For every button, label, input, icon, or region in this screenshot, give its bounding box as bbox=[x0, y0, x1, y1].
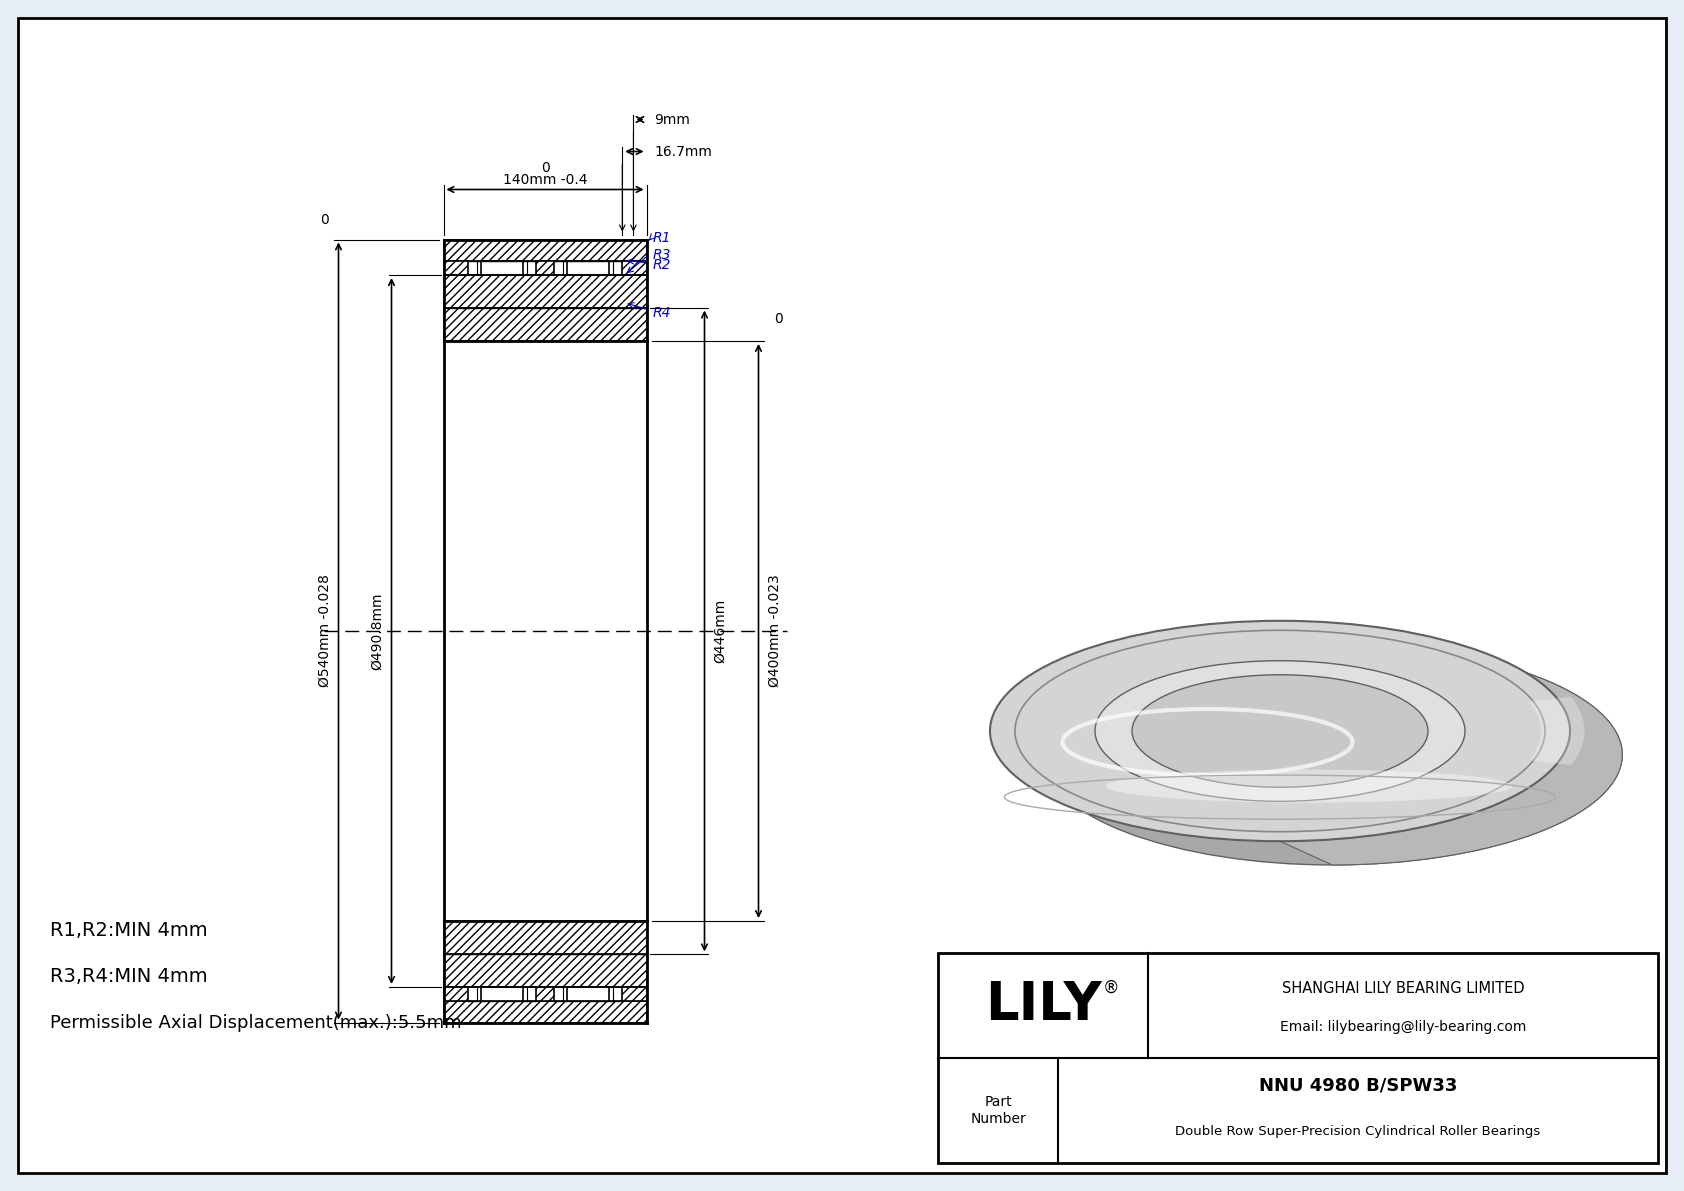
Ellipse shape bbox=[1132, 675, 1428, 787]
Polygon shape bbox=[1280, 661, 1517, 825]
Text: LILY: LILY bbox=[985, 979, 1101, 1031]
Text: R1,R2:MIN 4mm: R1,R2:MIN 4mm bbox=[51, 922, 207, 941]
Bar bbox=[938, 953, 1659, 1162]
Bar bbox=[482, 987, 522, 1000]
Text: Ø540mm -0.028: Ø540mm -0.028 bbox=[318, 574, 332, 687]
Polygon shape bbox=[536, 987, 554, 1002]
Text: ®: ® bbox=[1103, 979, 1120, 997]
Text: R1: R1 bbox=[652, 231, 670, 244]
Ellipse shape bbox=[1042, 644, 1622, 865]
Text: 0: 0 bbox=[775, 312, 783, 326]
Polygon shape bbox=[443, 921, 647, 954]
Text: SHANGHAI LILY BEARING LIMITED: SHANGHAI LILY BEARING LIMITED bbox=[1282, 981, 1524, 996]
Text: 16.7mm: 16.7mm bbox=[655, 144, 712, 158]
Text: Ø400mm -0.023: Ø400mm -0.023 bbox=[768, 574, 781, 687]
Polygon shape bbox=[443, 1002, 647, 1023]
Text: R3: R3 bbox=[652, 248, 670, 262]
Polygon shape bbox=[443, 307, 647, 341]
Polygon shape bbox=[443, 261, 468, 275]
Text: 9mm: 9mm bbox=[655, 112, 690, 126]
Text: Email: lilybearing@lily-bearing.com: Email: lilybearing@lily-bearing.com bbox=[1280, 1019, 1526, 1034]
Text: Ø446mm: Ø446mm bbox=[714, 599, 727, 663]
Polygon shape bbox=[1280, 675, 1480, 811]
Text: R4: R4 bbox=[652, 306, 670, 319]
Ellipse shape bbox=[1106, 769, 1512, 803]
Bar bbox=[568, 987, 608, 1000]
Text: 140mm -0.4: 140mm -0.4 bbox=[504, 174, 588, 187]
Polygon shape bbox=[443, 987, 468, 1002]
Polygon shape bbox=[1280, 621, 1622, 865]
Ellipse shape bbox=[1184, 698, 1480, 811]
Text: Permissible Axial Displacement(max.):5.5mm: Permissible Axial Displacement(max.):5.5… bbox=[51, 1014, 461, 1031]
Text: Double Row Super-Precision Cylindrical Roller Bearings: Double Row Super-Precision Cylindrical R… bbox=[1175, 1125, 1541, 1137]
Polygon shape bbox=[443, 275, 647, 307]
Polygon shape bbox=[536, 261, 554, 275]
Text: Part
Number: Part Number bbox=[970, 1096, 1026, 1125]
Polygon shape bbox=[443, 239, 647, 261]
Text: R2: R2 bbox=[652, 258, 670, 272]
Bar bbox=[568, 261, 608, 275]
Text: 0: 0 bbox=[541, 162, 549, 175]
Text: Ø490.8mm: Ø490.8mm bbox=[370, 592, 384, 669]
Polygon shape bbox=[623, 987, 647, 1002]
Ellipse shape bbox=[990, 621, 1569, 841]
Text: NNU 4980 B/SPW33: NNU 4980 B/SPW33 bbox=[1260, 1077, 1457, 1095]
Polygon shape bbox=[623, 261, 647, 275]
Ellipse shape bbox=[1095, 661, 1465, 802]
Polygon shape bbox=[443, 954, 647, 987]
Polygon shape bbox=[1529, 697, 1585, 765]
Text: R3,R4:MIN 4mm: R3,R4:MIN 4mm bbox=[51, 967, 207, 985]
Text: 0: 0 bbox=[320, 213, 328, 227]
Bar bbox=[482, 261, 522, 275]
